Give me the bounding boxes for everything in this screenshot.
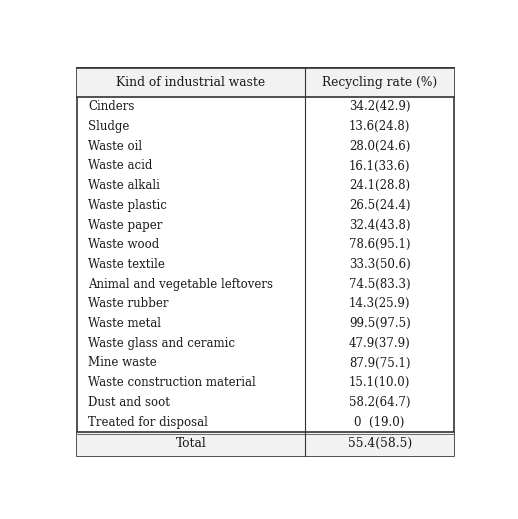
Text: Waste textile: Waste textile — [88, 258, 165, 271]
Text: 74.5(83.3): 74.5(83.3) — [349, 278, 410, 291]
Text: 0  (19.0): 0 (19.0) — [354, 416, 405, 429]
Bar — [77, 69, 454, 97]
Text: Recycling rate (%): Recycling rate (%) — [322, 76, 437, 89]
Text: 99.5(97.5): 99.5(97.5) — [349, 317, 410, 330]
Text: Waste wood: Waste wood — [88, 238, 159, 251]
Text: 33.3(50.6): 33.3(50.6) — [349, 258, 410, 271]
Text: 87.9(75.1): 87.9(75.1) — [349, 357, 410, 370]
Text: 24.1(28.8): 24.1(28.8) — [349, 179, 410, 192]
Text: Waste alkali: Waste alkali — [88, 179, 160, 192]
Text: Treated for disposal: Treated for disposal — [88, 416, 208, 429]
Text: 16.1(33.6): 16.1(33.6) — [349, 159, 410, 172]
Text: 34.2(42.9): 34.2(42.9) — [349, 100, 410, 113]
Text: Waste glass and ceramic: Waste glass and ceramic — [88, 337, 235, 350]
Text: Total: Total — [176, 438, 206, 450]
Text: 32.4(43.8): 32.4(43.8) — [349, 218, 410, 231]
Text: Waste paper: Waste paper — [88, 218, 163, 231]
Text: Waste acid: Waste acid — [88, 159, 152, 172]
Text: 55.4(58.5): 55.4(58.5) — [348, 438, 412, 450]
Text: Kind of industrial waste: Kind of industrial waste — [117, 76, 266, 89]
Text: 26.5(24.4): 26.5(24.4) — [349, 199, 410, 212]
Text: Dust and soot: Dust and soot — [88, 396, 170, 409]
Text: 78.6(95.1): 78.6(95.1) — [349, 238, 410, 251]
Text: 13.6(24.8): 13.6(24.8) — [349, 120, 410, 133]
Text: Waste metal: Waste metal — [88, 317, 161, 330]
Text: Animal and vegetable leftovers: Animal and vegetable leftovers — [88, 278, 273, 291]
Text: 58.2(64.7): 58.2(64.7) — [349, 396, 410, 409]
Bar — [77, 432, 454, 456]
Text: Waste oil: Waste oil — [88, 140, 142, 153]
Text: Sludge: Sludge — [88, 120, 130, 133]
Text: Waste rubber: Waste rubber — [88, 297, 168, 310]
Text: 47.9(37.9): 47.9(37.9) — [349, 337, 410, 350]
Text: Mine waste: Mine waste — [88, 357, 157, 370]
Text: 15.1(10.0): 15.1(10.0) — [349, 376, 410, 389]
Text: 14.3(25.9): 14.3(25.9) — [349, 297, 410, 310]
Text: Waste plastic: Waste plastic — [88, 199, 167, 212]
Text: Cinders: Cinders — [88, 100, 134, 113]
Text: Waste construction material: Waste construction material — [88, 376, 256, 389]
Text: 28.0(24.6): 28.0(24.6) — [349, 140, 410, 153]
